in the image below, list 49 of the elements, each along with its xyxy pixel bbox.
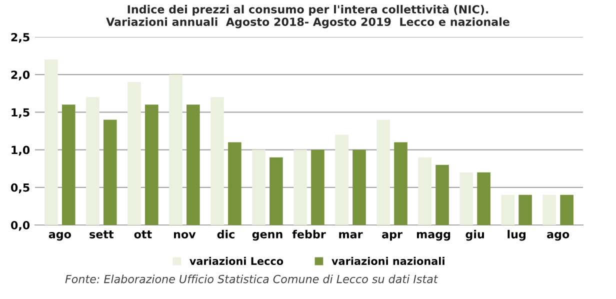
y-tick-label: 2,5	[11, 32, 30, 43]
x-tick-label: apr	[382, 232, 402, 241]
x-tick-label: giu	[466, 230, 484, 241]
bar	[62, 104, 76, 225]
legend-label: variazioni nazionali	[332, 256, 444, 265]
bar	[460, 172, 473, 225]
bar	[145, 104, 158, 225]
bar	[518, 194, 532, 225]
bar	[542, 194, 556, 225]
x-tick-label: ott	[134, 230, 152, 238]
source-note: Fonte: Elaborazione Ufficio Statistica Comune di Lecco su dati Istat	[65, 274, 438, 284]
bar	[294, 150, 307, 225]
y-tick-label: 0,0	[10, 220, 30, 231]
x-tick-label: mar	[339, 232, 363, 238]
bar	[352, 150, 366, 225]
y-tick-label: 1,0	[12, 146, 30, 156]
bar	[86, 97, 100, 225]
bar	[560, 194, 574, 225]
x-tick-label: febbr	[292, 230, 326, 238]
bar	[270, 157, 283, 225]
x-tick-label: ago	[547, 232, 570, 241]
y-tick-label: 2,0	[11, 70, 30, 80]
bar	[252, 150, 266, 225]
bar	[169, 74, 182, 225]
bar	[186, 104, 200, 225]
x-tick-label: genn	[252, 232, 282, 241]
x-tick-label: lug	[508, 230, 526, 241]
x-tick-label: ago	[48, 232, 71, 241]
y-tick-label: 1,5	[12, 108, 30, 118]
bar	[394, 142, 408, 225]
x-tick-label: dic	[217, 230, 234, 238]
bar	[477, 172, 490, 225]
bar	[44, 60, 58, 225]
y-tick-label: 0,5	[10, 183, 30, 194]
bar	[104, 120, 117, 225]
bar	[228, 142, 242, 225]
legend-label: variazioni Lecco	[190, 256, 284, 265]
bar	[311, 150, 324, 225]
bar	[335, 134, 348, 225]
x-tick-label: sett	[90, 230, 114, 238]
x-tick-label: nov	[174, 232, 196, 238]
bar	[501, 194, 514, 225]
bar	[436, 164, 449, 225]
bar	[128, 82, 141, 225]
bar	[376, 120, 390, 225]
x-tick-label: magg	[416, 232, 450, 241]
bar	[210, 97, 224, 225]
bar	[418, 157, 432, 225]
chart-title: Indice dei prezzi al consumo per l'intera collettività (NIC). Variazioni annuali Agosto 2018- Agosto 2019 Lecco e nazionale	[106, 4, 510, 28]
